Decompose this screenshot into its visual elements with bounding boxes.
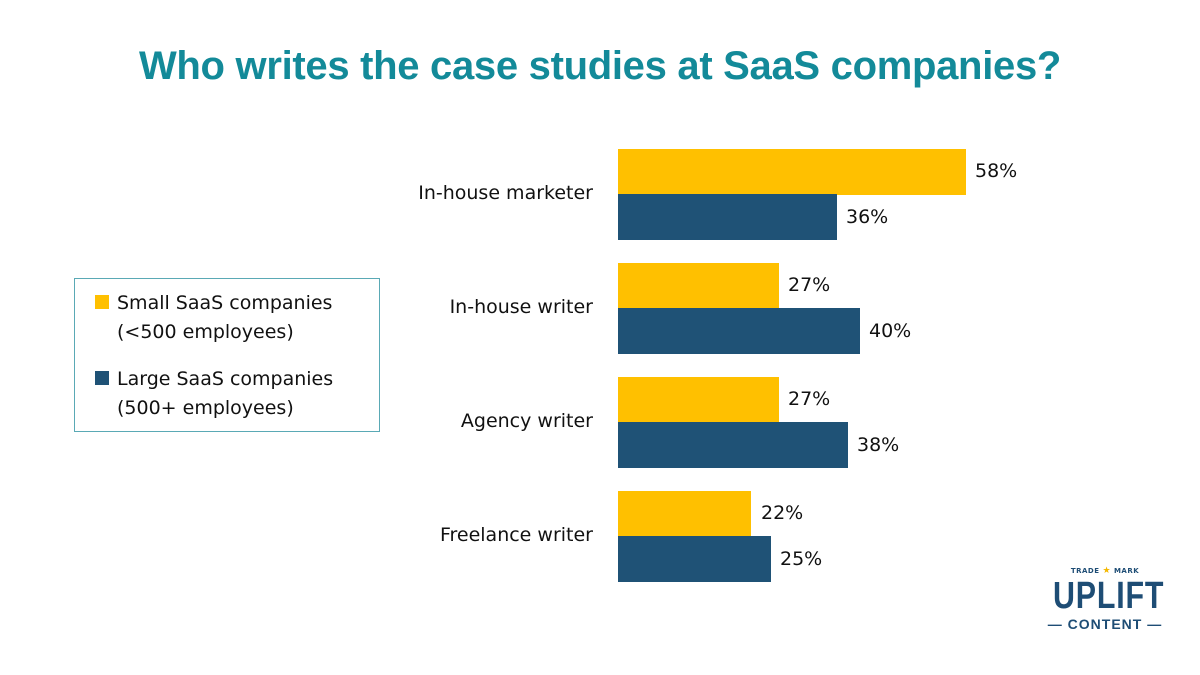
logo-subtitle: — CONTENT —	[1047, 616, 1163, 632]
category-label: In-house writer	[449, 296, 593, 318]
bar-large-in-house-writer	[618, 308, 860, 354]
legend-label-small: Small SaaS companies	[117, 292, 333, 314]
bar-small-in-house-writer	[618, 263, 779, 309]
category-label: In-house marketer	[418, 182, 593, 204]
bar-large-agency-writer	[618, 422, 848, 468]
legend-swatch-small	[95, 295, 109, 309]
category-label: Agency writer	[460, 410, 593, 432]
value-label: 58%	[975, 160, 1018, 182]
bar-large-in-house-marketer	[618, 194, 837, 240]
uplift-content-logo: TRADE ★ MARK UPLIFT — CONTENT —	[1040, 566, 1170, 650]
value-label: 27%	[788, 388, 831, 410]
legend-sublabel-large: (500+ employees)	[117, 397, 294, 419]
legend-label-large: Large SaaS companies	[117, 368, 334, 390]
logo-wordmark: UPLIFT	[1053, 575, 1165, 617]
category-label: Freelance writer	[439, 524, 593, 546]
legend: Small SaaS companies (<500 employees) La…	[74, 278, 380, 432]
legend-item-large: Large SaaS companies (500+ employees)	[95, 365, 333, 423]
value-label: 22%	[761, 502, 804, 524]
value-label: 27%	[788, 274, 831, 296]
legend-swatch-large	[95, 371, 109, 385]
bar-small-agency-writer	[618, 377, 779, 423]
chart-title: Who writes the case studies at SaaS comp…	[138, 44, 1062, 88]
legend-sublabel-small: (<500 employees)	[117, 321, 294, 343]
value-label: 25%	[780, 548, 823, 570]
bar-small-in-house-marketer	[618, 149, 966, 195]
bar-large-freelance-writer	[618, 536, 771, 582]
bar-small-freelance-writer	[618, 491, 751, 537]
value-label: 40%	[869, 320, 912, 342]
value-label: 36%	[846, 206, 889, 228]
legend-item-small: Small SaaS companies (<500 employees)	[95, 289, 332, 347]
value-label: 38%	[857, 434, 900, 456]
logo-trademark: TRADE ★ MARK	[1070, 566, 1140, 576]
star-icon: ★	[1102, 566, 1112, 576]
